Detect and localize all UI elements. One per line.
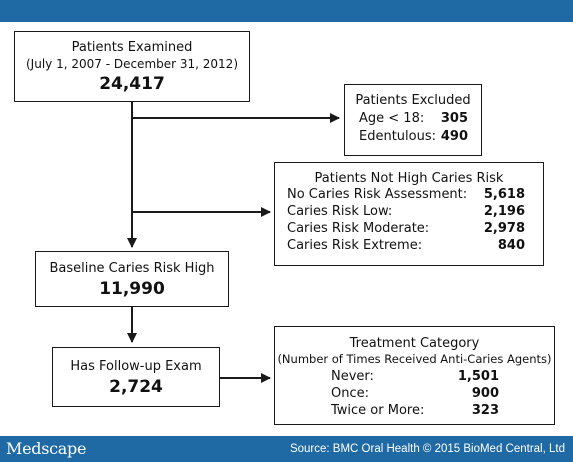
patients-examined-dates: (July 1, 2007 - December 31, 2012) <box>26 57 238 71</box>
excluded-age-label: Age < 18: <box>359 111 425 126</box>
risk-extreme-label: Caries Risk Extreme: <box>287 238 423 253</box>
treatment-once-label: Once: <box>331 386 369 401</box>
not-high-risk-box: Patients Not High Caries Risk No Caries … <box>274 162 544 266</box>
treatment-category-box: Treatment Category (Number of Times Rece… <box>274 326 555 425</box>
excluded-edentulous-value: 490 <box>440 129 468 144</box>
baseline-high-risk-box: Baseline Caries Risk High 11,990 <box>35 251 229 307</box>
risk-moderate-label: Caries Risk Moderate: <box>287 221 430 236</box>
source-credit: Source: BMC Oral Health © 2015 BioMed Ce… <box>289 443 565 455</box>
patients-excluded-box: Patients Excluded Age < 18: 305 Edentulo… <box>344 84 482 156</box>
patients-examined-title: Patients Examined <box>71 40 193 55</box>
no-assessment-label: No Caries Risk Assessment: <box>287 187 468 202</box>
baseline-high-risk-count: 11,990 <box>99 279 165 299</box>
treatment-never-label: Never: <box>331 369 374 384</box>
no-assessment-value: 5,618 <box>483 187 525 202</box>
footer-bar: Medscape Source: BMC Oral Health © 2015 … <box>0 436 573 462</box>
patients-examined-box: Patients Examined (July 1, 2007 - Decemb… <box>14 31 250 102</box>
treatment-category-subtitle: (Number of Times Received Anti-Caries Ag… <box>277 352 552 366</box>
top-banner <box>0 0 573 22</box>
patients-examined-count: 24,417 <box>99 74 165 94</box>
patients-excluded-title: Patients Excluded <box>355 93 471 108</box>
followup-exam-count: 2,724 <box>109 377 163 397</box>
treatment-twice-value: 323 <box>471 403 499 418</box>
risk-low-value: 2,196 <box>483 204 525 219</box>
followup-exam-box: Has Follow-up Exam 2,724 <box>52 347 220 407</box>
risk-low-label: Caries Risk Low: <box>287 204 393 219</box>
treatment-twice-label: Twice or More: <box>331 403 425 418</box>
risk-extreme-value: 840 <box>497 238 525 253</box>
not-high-risk-title: Patients Not High Caries Risk <box>314 171 504 186</box>
treatment-category-title: Treatment Category <box>349 336 480 351</box>
baseline-high-risk-title: Baseline Caries Risk High <box>49 261 215 276</box>
medscape-logo[interactable]: Medscape <box>6 439 87 458</box>
risk-moderate-value: 2,978 <box>483 221 525 236</box>
excluded-age-value: 305 <box>440 111 468 126</box>
treatment-once-value: 900 <box>471 386 499 401</box>
excluded-edentulous-label: Edentulous: <box>359 129 436 144</box>
followup-exam-title: Has Follow-up Exam <box>70 359 202 374</box>
treatment-never-value: 1,501 <box>457 369 499 384</box>
